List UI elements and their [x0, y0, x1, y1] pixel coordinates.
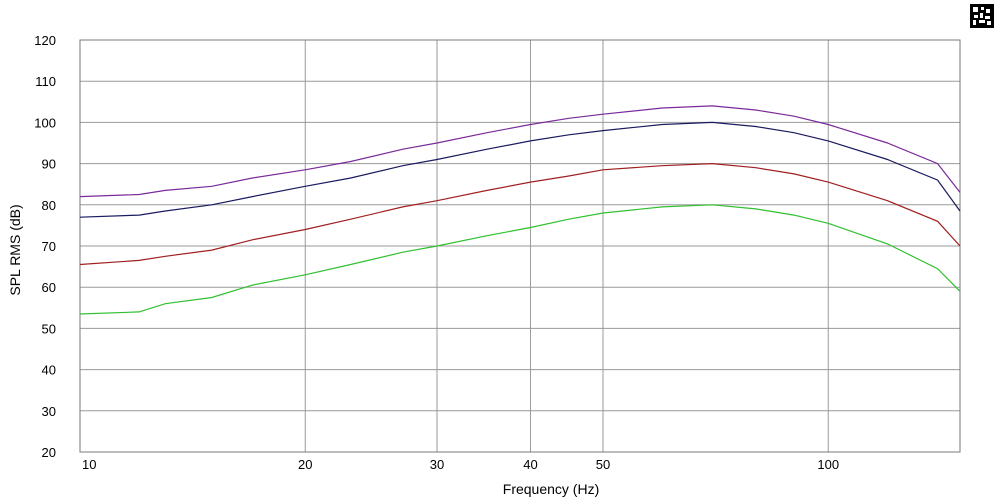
- y-tick-label: 50: [42, 321, 56, 336]
- x-tick-label: 50: [596, 457, 610, 472]
- x-tick-label: 20: [298, 457, 312, 472]
- x-axis-label: Frequency (Hz): [503, 481, 599, 497]
- y-tick-label: 40: [42, 363, 56, 378]
- series-line-2: [79, 121, 961, 218]
- y-tick-label: 90: [42, 157, 56, 172]
- series-line-3: [79, 162, 961, 266]
- y-tick-label: 20: [42, 445, 56, 460]
- qr-badge-icon: [970, 4, 994, 28]
- grid-lines: [79, 39, 960, 453]
- y-tick-labels: 20 30 40 50 60 70 80 90 100 110 120: [34, 33, 56, 460]
- y-tick-label: 60: [42, 280, 56, 295]
- series-lines: [79, 105, 961, 315]
- x-tick-label: 30: [430, 457, 444, 472]
- x-tick-label: 100: [817, 457, 839, 472]
- y-axis-label: SPL RMS (dB): [7, 204, 23, 295]
- series-line-4: [79, 204, 961, 315]
- y-tick-label: 120: [34, 33, 56, 48]
- series-line-1: [79, 105, 961, 198]
- y-tick-label: 100: [34, 115, 56, 130]
- x-tick-label: 10: [82, 457, 96, 472]
- y-tick-label: 80: [42, 198, 56, 213]
- y-tick-label: 30: [42, 404, 56, 419]
- y-tick-label: 70: [42, 239, 56, 254]
- y-tick-label: 110: [35, 74, 56, 89]
- x-tick-labels: 10 20 30 40 50 100: [82, 457, 839, 472]
- x-tick-label: 40: [523, 457, 537, 472]
